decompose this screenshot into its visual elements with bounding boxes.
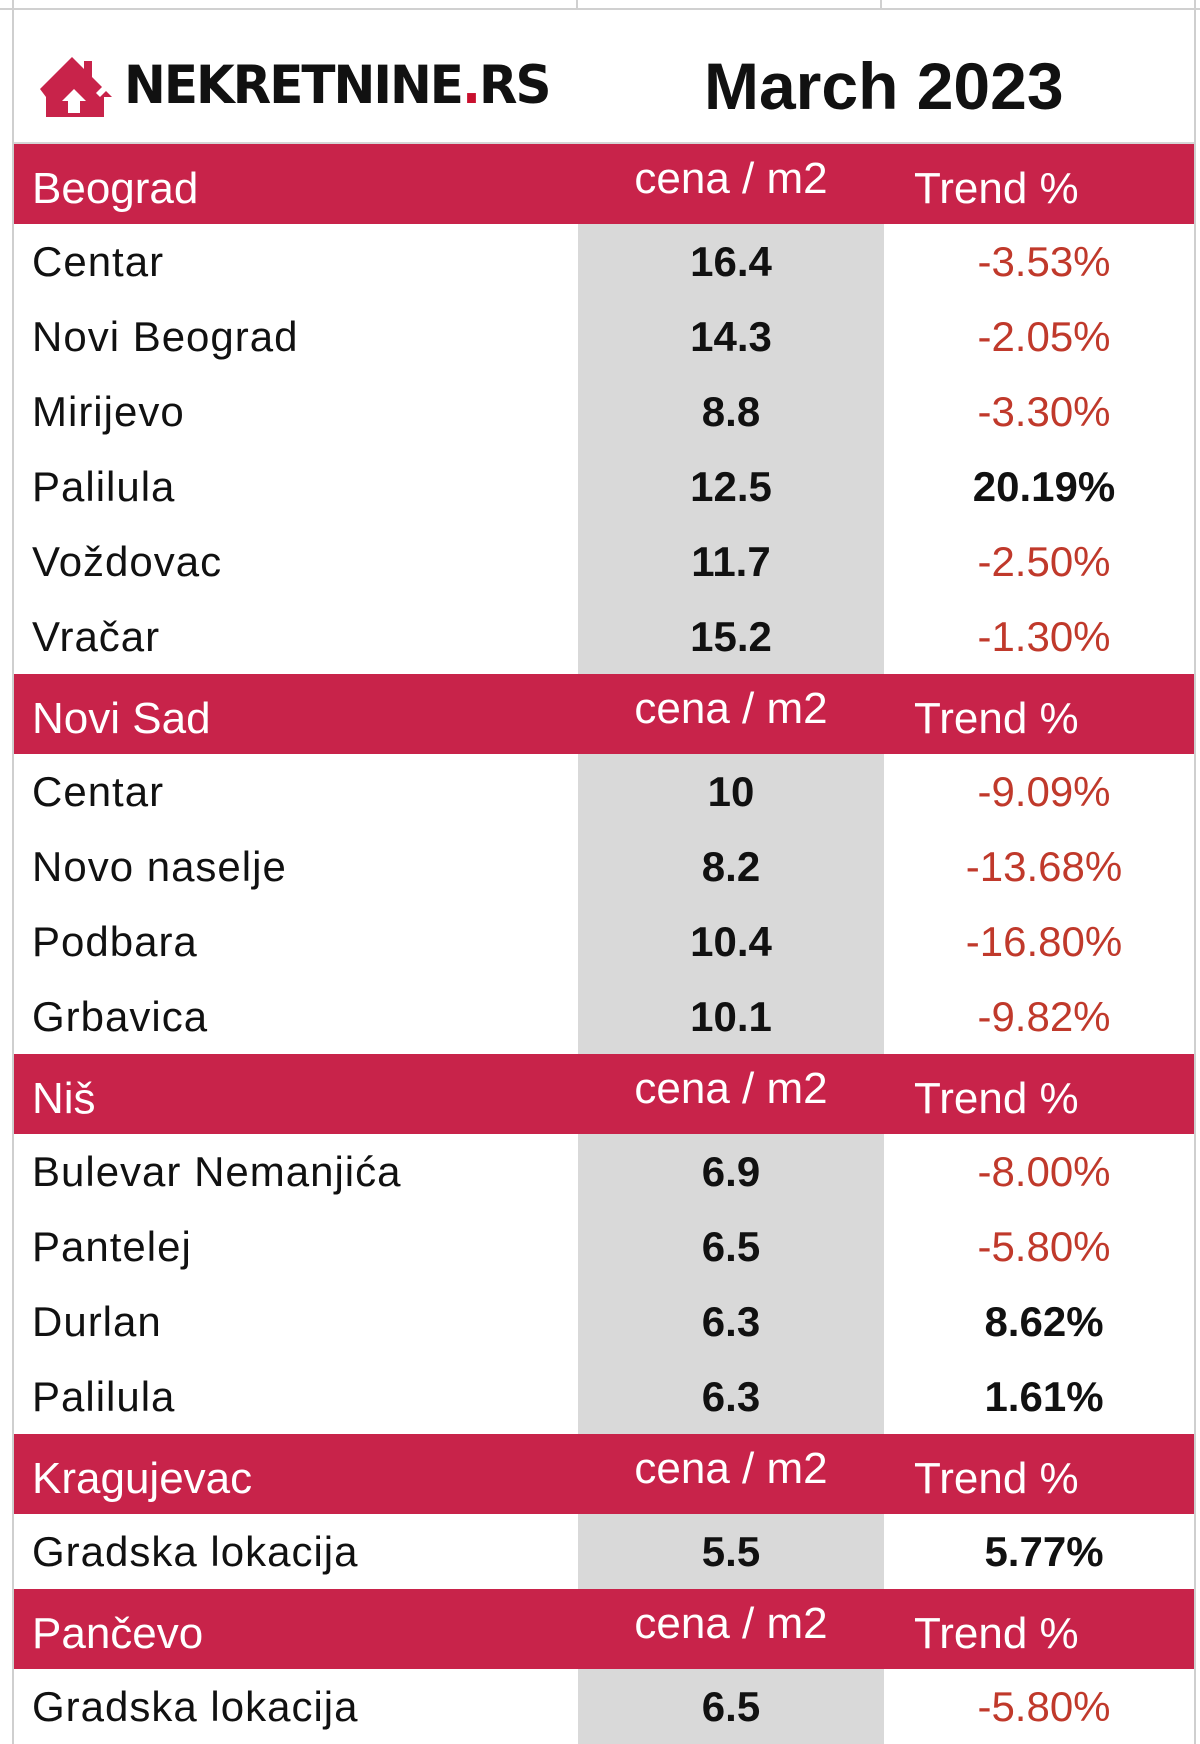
price-column-header: cena / m2 xyxy=(634,1444,828,1493)
table-row: Grbavica 10.1 -9.82% xyxy=(14,979,1194,1054)
trend-percent: -16.80% xyxy=(965,917,1123,965)
price-column-header: cena / m2 xyxy=(634,1064,828,1113)
district-name: Centar xyxy=(32,767,165,815)
district-name: Durlan xyxy=(32,1297,162,1345)
price-column-header: cena / m2 xyxy=(634,1599,828,1648)
section-header: Kragujevac cena / m2 Trend % xyxy=(14,1434,1194,1514)
trend-percent: -9.09% xyxy=(977,767,1111,815)
district-name: Gradska lokacija xyxy=(32,1527,359,1575)
grid-line xyxy=(12,0,14,10)
grid-line xyxy=(576,0,578,10)
price-per-m2: 6.3 xyxy=(578,1284,884,1359)
district-name: Gradska lokacija xyxy=(32,1682,359,1730)
city-name: Beograd xyxy=(32,164,199,213)
table-row: Podbara 10.4 -16.80% xyxy=(14,904,1194,979)
table-row: Centar 16.4 -3.53% xyxy=(14,224,1194,299)
grid-line xyxy=(880,0,882,10)
price-per-m2: 6.9 xyxy=(578,1134,884,1209)
section-header: Novi Sad cena / m2 Trend % xyxy=(14,674,1194,754)
district-name: Bulevar Nemanjića xyxy=(32,1147,402,1195)
price-per-m2: 5.5 xyxy=(578,1514,884,1589)
table-row: Pantelej 6.5 -5.80% xyxy=(14,1209,1194,1284)
district-name: Grbavica xyxy=(32,992,209,1040)
city-name: Novi Sad xyxy=(32,694,211,743)
district-name: Palilula xyxy=(32,1372,176,1420)
table-row: Mirijevo 8.8 -3.30% xyxy=(14,374,1194,449)
price-per-m2: 10 xyxy=(578,754,884,829)
district-name: Novo naselje xyxy=(32,842,287,890)
trend-percent: -2.05% xyxy=(977,312,1111,360)
trend-percent: 1.61% xyxy=(984,1372,1104,1420)
trend-percent: -13.68% xyxy=(965,842,1123,890)
district-name: Podbara xyxy=(32,917,198,965)
table-row: Gradska lokacija 5.5 5.77% xyxy=(14,1514,1194,1589)
trend-column-header: Trend % xyxy=(914,1454,1079,1503)
price-per-m2: 10.1 xyxy=(578,979,884,1054)
table-row: Palilula 6.3 1.61% xyxy=(14,1359,1194,1434)
logo-text: NEKRETNINE.RS xyxy=(124,54,551,116)
nekretnine-logo: NEKRETNINE.RS xyxy=(34,40,551,130)
price-per-m2: 16.4 xyxy=(578,224,884,299)
table-row: Novi Beograd 14.3 -2.05% xyxy=(14,299,1194,374)
trend-percent: -1.30% xyxy=(977,612,1111,660)
trend-column-header: Trend % xyxy=(914,1609,1079,1658)
price-column-header: cena / m2 xyxy=(634,154,828,203)
table-row: Durlan 6.3 8.62% xyxy=(14,1284,1194,1359)
district-name: Centar xyxy=(32,237,165,285)
price-per-m2: 6.5 xyxy=(578,1669,884,1744)
trend-column-header: Trend % xyxy=(914,694,1079,743)
trend-percent: -5.80% xyxy=(977,1682,1111,1730)
table-row: Centar 10 -9.09% xyxy=(14,754,1194,829)
trend-percent: 8.62% xyxy=(984,1297,1104,1345)
district-name: Novi Beograd xyxy=(32,312,299,360)
table-row: Voždovac 11.7 -2.50% xyxy=(14,524,1194,599)
district-name: Vračar xyxy=(32,612,161,660)
house-icon xyxy=(40,57,118,117)
trend-column-header: Trend % xyxy=(914,1074,1079,1123)
table-row: Bulevar Nemanjića 6.9 -8.00% xyxy=(14,1134,1194,1209)
trend-percent: 5.77% xyxy=(984,1527,1104,1575)
sections-container: Beograd cena / m2 Trend % Centar 16.4 -3.53% N… xyxy=(14,144,1194,1744)
district-name: Pantelej xyxy=(32,1222,192,1270)
trend-percent: -5.80% xyxy=(977,1222,1111,1270)
trend-percent: -8.00% xyxy=(977,1147,1111,1195)
district-name: Palilula xyxy=(32,462,176,510)
grid-line xyxy=(1194,0,1196,10)
city-name: Niš xyxy=(32,1074,96,1123)
section-header: Niš cena / m2 Trend % xyxy=(14,1054,1194,1134)
district-name: Voždovac xyxy=(32,537,223,585)
table-row: Novo naselje 8.2 -13.68% xyxy=(14,829,1194,904)
table-row: Gradska lokacija 6.5 -5.80% xyxy=(14,1669,1194,1744)
price-per-m2: 11.7 xyxy=(578,524,884,599)
price-per-m2: 6.5 xyxy=(578,1209,884,1284)
spreadsheet-grid-top xyxy=(0,0,1200,10)
city-name: Kragujevac xyxy=(32,1454,253,1503)
table-row: Vračar 15.2 -1.30% xyxy=(14,599,1194,674)
trend-percent: -2.50% xyxy=(977,537,1111,585)
price-per-m2: 12.5 xyxy=(578,449,884,524)
price-per-m2: 10.4 xyxy=(578,904,884,979)
price-per-m2: 8.8 xyxy=(578,374,884,449)
trend-percent: 20.19% xyxy=(972,462,1116,510)
district-name: Mirijevo xyxy=(32,387,185,435)
price-column-header: cena / m2 xyxy=(634,684,828,733)
price-table: NEKRETNINE.RS March 2023 Beograd cena / m… xyxy=(12,10,1196,1744)
trend-column-header: Trend % xyxy=(914,164,1079,213)
table-header: NEKRETNINE.RS March 2023 xyxy=(14,10,1194,144)
report-period: March 2023 xyxy=(704,49,1064,123)
price-per-m2: 15.2 xyxy=(578,599,884,674)
price-per-m2: 6.3 xyxy=(578,1359,884,1434)
trend-percent: -3.53% xyxy=(977,237,1111,285)
section-header: Pančevo cena / m2 Trend % xyxy=(14,1589,1194,1669)
table-row: Palilula 12.5 20.19% xyxy=(14,449,1194,524)
city-name: Pančevo xyxy=(32,1609,204,1658)
price-per-m2: 8.2 xyxy=(578,829,884,904)
section-header: Beograd cena / m2 Trend % xyxy=(14,144,1194,224)
price-per-m2: 14.3 xyxy=(578,299,884,374)
trend-percent: -3.30% xyxy=(977,387,1111,435)
trend-percent: -9.82% xyxy=(977,992,1111,1040)
